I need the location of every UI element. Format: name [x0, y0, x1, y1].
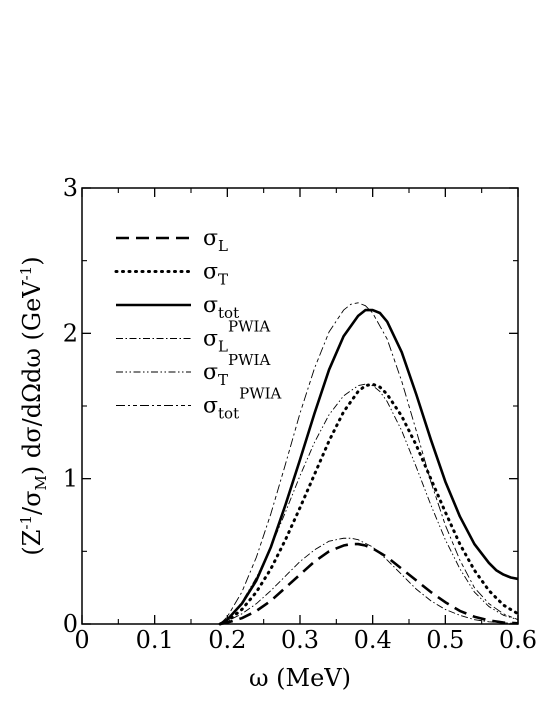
series-line-sigma-tot [219, 308, 519, 626]
series-layer [218, 302, 520, 626]
y-tick-label: 3 [63, 174, 78, 202]
y-axis-title-sub1: M [32, 475, 50, 490]
series-line-sigma-L-PWIA [219, 537, 519, 625]
y-axis-title-prefix: (Z [18, 530, 46, 556]
y-axis-title-mid1: /σ [18, 490, 46, 514]
legend-label-sigma-T-PWIA: σTPWIA [203, 351, 270, 389]
y-tick-label: 0 [63, 610, 78, 638]
y-axis-title-mid2: ) dσ/dΩdω (GeV [18, 280, 46, 475]
x-tick-label: 0 [74, 626, 89, 654]
x-tick-label: 0.2 [208, 626, 246, 654]
axis-ticks [81, 187, 519, 625]
y-axis-title-sup1: -1 [17, 515, 35, 530]
legend-label-sigma-T: σT [203, 260, 228, 289]
plot-frame [81, 187, 519, 625]
legend-label-sigma-L-PWIA: σLPWIA [203, 318, 270, 356]
legend-label-sigma-L: σL [203, 226, 228, 255]
y-tick-label: 1 [63, 465, 78, 493]
series-line-sigma-T-PWIA [219, 383, 519, 625]
legend-label-sigma-tot-PWIA: σtotPWIA [203, 385, 282, 423]
y-axis-title: (Z-1/σM) dσ/dΩdω (GeV-1) [17, 256, 50, 555]
y-axis-title-suffix: ) [18, 256, 46, 265]
x-tick-label: 0.1 [136, 626, 174, 654]
x-tick-label: 0.6 [499, 626, 537, 654]
series-line-sigma-L [219, 542, 519, 626]
series-line-sigma-T [218, 382, 520, 626]
x-tick-labels: 0 0.1 0.2 0.3 0.4 0.5 0.6 [74, 626, 537, 654]
y-axis-title-sup2: -1 [17, 266, 35, 281]
legend-label-sigma-tot: σtot [203, 293, 239, 322]
x-tick-label: 0.5 [426, 626, 464, 654]
x-tick-label: 0.3 [281, 626, 319, 654]
series-line-sigma-tot-PWIA [219, 302, 519, 625]
y-tick-labels: 0 1 2 3 [63, 174, 78, 638]
x-tick-label: 0.4 [354, 626, 392, 654]
x-axis-title: ω (MeV) [249, 664, 351, 692]
y-tick-label: 2 [63, 319, 78, 347]
